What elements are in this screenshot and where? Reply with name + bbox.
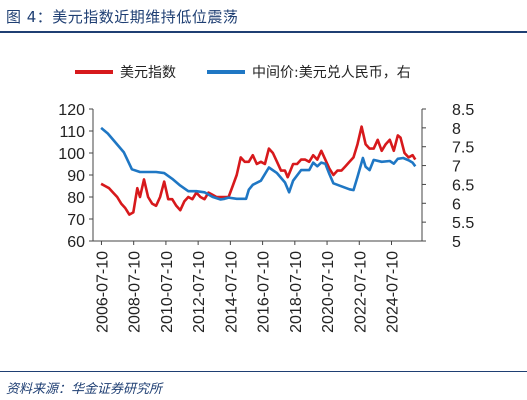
left-tick-label: 60 [67,234,85,251]
source-rule [0,371,527,372]
right-tick-label: 5.5 [452,215,474,232]
left-tick-label: 120 [58,102,85,119]
x-tick-label: 2012-07-10 [191,251,208,333]
x-tick-label: 2018-07-10 [288,251,305,333]
figure-title: 图 4：美元指数近期维持低位震荡 [6,8,239,26]
x-tick-label: 2014-07-10 [223,251,240,333]
right-tick-label: 5 [452,234,461,251]
x-tick-label: 2016-07-10 [256,251,273,333]
x-tick-label: 2006-07-10 [94,251,111,333]
right-tick-label: 6 [452,196,461,213]
legend-label: 美元指数 [120,65,176,81]
series-line-dollar-index [100,125,417,216]
legend-label: 中间价:美元兑人民币，右 [252,65,411,81]
x-tick-label: 2022-07-10 [352,251,369,333]
left-tick-label: 80 [67,190,85,207]
right-tick-label: 7 [452,159,461,176]
chart: 美元指数 中间价:美元兑人民币，右 6070809010011012055.566… [58,65,474,333]
left-tick-label: 100 [58,146,85,163]
series-line-cny-rate [100,126,417,201]
title-rule [0,31,527,33]
right-tick-label: 7.5 [452,140,474,157]
left-tick-label: 90 [67,168,85,185]
chart-legend: 美元指数 中间价:美元兑人民币，右 [75,65,411,81]
figure-source: 资料来源：华金证券研究所 [6,382,163,397]
left-tick-label: 110 [59,124,85,141]
x-tick-label: 2020-07-10 [320,251,337,333]
right-tick-label: 6.5 [452,177,474,194]
chart-axes: 60 70 80 90 100 110 120 5 5.5 6 6.57 7.5 8 8.5 2006-07… [58,102,474,333]
x-tick-label: 2024-07-10 [385,251,402,333]
left-tick-label: 70 [67,212,85,229]
x-tick-label: 2010-07-10 [159,251,176,333]
chart-plot [100,125,417,216]
x-tick-label: 2008-07-10 [127,251,144,333]
right-tick-label: 8 [452,121,461,138]
right-tick-label: 8.5 [452,102,474,119]
